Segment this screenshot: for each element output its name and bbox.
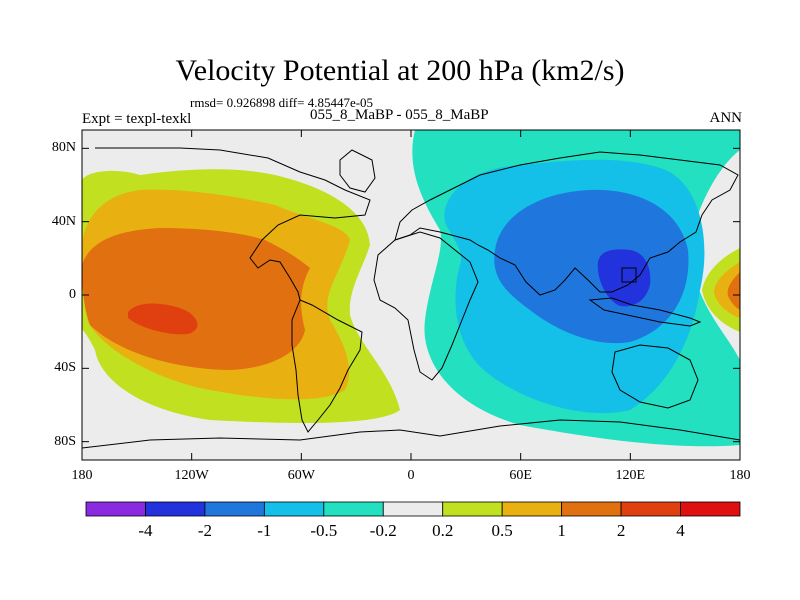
contour-band-pos-2: [128, 303, 198, 335]
contour-fill-layer: [82, 130, 740, 460]
y-tick-label: 40N: [51, 213, 76, 229]
colorbar-swatch: [501, 501, 563, 517]
colorbar-swatch: [145, 501, 206, 517]
colorbar-swatch: [323, 501, 384, 517]
colorbar-level-label: -1: [257, 521, 272, 540]
y-tick-label: 40S: [54, 360, 76, 376]
colorbar-level-label: -4: [138, 521, 153, 540]
x-tick-label: 60E: [509, 468, 532, 483]
coast-map-inset-box: [621, 267, 637, 283]
colorbar-swatch: [382, 501, 444, 517]
colorbar-level-label: 4: [676, 521, 685, 540]
coast-antarctica: [82, 419, 740, 449]
colorbar-swatch: [263, 501, 325, 517]
colorbar-level-label: 0.2: [432, 521, 454, 540]
colorbar-level-label: 2: [616, 521, 626, 540]
y-tick-label: 80S: [54, 433, 76, 449]
x-tick-label: 120W: [174, 468, 209, 483]
colorbar-level-label: 0.5: [491, 521, 513, 540]
coast-eurasia: [394, 151, 739, 296]
colorbar-swatch: [680, 501, 741, 517]
stats-text: rmsd= 0.926898 diff= 4.85447e-05: [190, 95, 374, 110]
experiment-label: Expt = texpl-texkl: [82, 111, 192, 127]
x-tick-label: 180: [71, 468, 93, 483]
colorbar-level-label: 1: [557, 521, 566, 540]
contour-band-pos-east-1: [727, 272, 740, 310]
x-tick-label: 0: [407, 468, 415, 483]
contour-band-neg-1: [494, 189, 689, 344]
y-tick-label: 0: [69, 287, 76, 302]
coast-australia: [611, 344, 699, 409]
colorbar: [85, 501, 741, 517]
x-tick-label: 60W: [287, 468, 315, 483]
coast-africa: [373, 231, 479, 381]
season-label: ANN: [709, 110, 743, 126]
axis-ticks: [81, 130, 741, 460]
coast-greenland: [339, 149, 376, 193]
colorbar-swatch: [204, 501, 265, 517]
colorbar-swatch: [561, 501, 622, 517]
chart-title: Velocity Potential at 200 hPa (km2/s): [175, 54, 625, 87]
case-names: 055_8_MaBP - 055_8_MaBP: [310, 107, 489, 123]
colorbar-swatch: [85, 501, 146, 517]
colorbar-swatch: [620, 501, 681, 517]
coast-south-america: [291, 299, 363, 433]
contour-band-pos-1: [82, 228, 310, 370]
colorbar-level-label: -0.5: [310, 521, 338, 540]
x-tick-label: 180: [729, 468, 751, 483]
coast-indonesia: [588, 297, 702, 327]
colorbar-swatch: [442, 501, 503, 517]
colorbar-level-label: -2: [197, 521, 212, 540]
x-tick-label: 120E: [615, 468, 646, 483]
coast-north-america: [95, 147, 371, 301]
colorbar-level-label: -0.2: [369, 521, 397, 540]
coastlines: [82, 147, 740, 449]
y-tick-label: 80N: [51, 140, 76, 156]
